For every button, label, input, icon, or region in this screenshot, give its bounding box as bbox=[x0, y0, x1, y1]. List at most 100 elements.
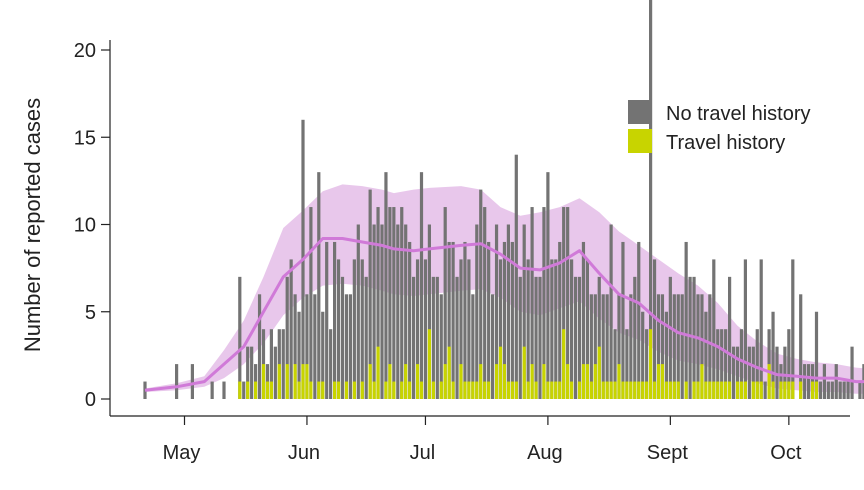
bar-no-travel bbox=[285, 276, 289, 399]
bar-no-travel bbox=[751, 346, 755, 399]
bar-no-travel bbox=[419, 172, 424, 399]
bar-travel bbox=[443, 364, 447, 399]
bar-no-travel bbox=[542, 207, 546, 399]
bar-travel bbox=[783, 381, 787, 399]
bar-travel bbox=[550, 381, 554, 399]
bar-travel bbox=[376, 346, 380, 399]
bar-travel bbox=[498, 346, 503, 399]
bar-travel bbox=[724, 381, 728, 399]
bar-no-travel bbox=[771, 311, 775, 399]
bar-no-travel bbox=[601, 294, 605, 399]
bar-no-travel bbox=[317, 172, 321, 399]
bar-no-travel bbox=[190, 364, 194, 399]
bar-travel bbox=[810, 381, 815, 399]
bar-no-travel bbox=[834, 364, 838, 399]
bar-travel bbox=[712, 381, 716, 399]
bars-layer bbox=[143, 0, 864, 400]
bar-travel bbox=[799, 381, 803, 399]
bar-no-travel bbox=[396, 224, 400, 399]
bar-travel bbox=[708, 381, 712, 399]
bar-no-travel bbox=[336, 259, 341, 399]
bar-no-travel bbox=[368, 189, 372, 399]
moving-average-layer bbox=[144, 237, 864, 392]
bar-no-travel bbox=[392, 207, 396, 399]
bar-no-travel bbox=[522, 224, 526, 399]
bar-travel bbox=[633, 381, 637, 399]
x-tick-label: Aug bbox=[527, 442, 563, 464]
bar-no-travel bbox=[846, 381, 850, 399]
bar-travel bbox=[317, 381, 321, 399]
bar-travel bbox=[404, 364, 408, 399]
bar-no-travel bbox=[175, 364, 179, 399]
bar-travel bbox=[471, 381, 475, 399]
bar-no-travel bbox=[830, 381, 834, 399]
bar-travel bbox=[408, 381, 412, 399]
bar-travel bbox=[400, 381, 404, 399]
bar-no-travel bbox=[348, 294, 352, 399]
bar-no-travel bbox=[400, 207, 404, 399]
x-tick-label: Sept bbox=[647, 442, 689, 464]
bar-no-travel bbox=[514, 154, 518, 399]
bar-travel bbox=[566, 364, 570, 399]
bar-travel bbox=[309, 381, 313, 399]
bar-travel bbox=[388, 364, 392, 399]
bar-travel bbox=[585, 364, 589, 399]
bar-travel bbox=[419, 381, 424, 399]
bar-no-travel bbox=[613, 329, 617, 399]
x-tick-label: May bbox=[163, 442, 201, 464]
bar-travel bbox=[593, 364, 597, 399]
bar-no-travel bbox=[625, 329, 629, 399]
bar-travel bbox=[664, 381, 668, 399]
bar-travel bbox=[447, 346, 451, 399]
bar-no-travel bbox=[313, 294, 317, 399]
bar-no-travel bbox=[491, 294, 495, 399]
bar-travel bbox=[265, 381, 270, 399]
bar-no-travel bbox=[471, 294, 475, 399]
bar-no-travel bbox=[502, 241, 507, 399]
bar-travel bbox=[238, 381, 242, 399]
bar-travel bbox=[645, 381, 649, 399]
bar-travel bbox=[755, 381, 759, 399]
bar-no-travel bbox=[550, 259, 554, 399]
bar-no-travel bbox=[724, 329, 728, 399]
bar-travel bbox=[672, 381, 676, 399]
bar-travel bbox=[392, 381, 396, 399]
bar-travel bbox=[716, 381, 720, 399]
bar-no-travel bbox=[807, 364, 811, 399]
bar-no-travel bbox=[273, 346, 277, 399]
bar-no-travel bbox=[297, 311, 301, 399]
bar-no-travel bbox=[510, 241, 514, 399]
bar-travel bbox=[301, 364, 305, 399]
bar-no-travel bbox=[289, 259, 293, 399]
bar-travel bbox=[779, 381, 783, 399]
bar-no-travel bbox=[739, 329, 744, 399]
bar-travel bbox=[704, 381, 708, 399]
bar-travel bbox=[483, 381, 487, 399]
bar-no-travel bbox=[676, 294, 680, 399]
axes-layer bbox=[109, 40, 850, 417]
bar-no-travel bbox=[680, 294, 684, 399]
bar-no-travel bbox=[581, 241, 586, 399]
bar-no-travel bbox=[826, 381, 830, 399]
bar-travel bbox=[609, 381, 613, 399]
bar-travel bbox=[431, 381, 435, 399]
bar-no-travel bbox=[573, 276, 578, 399]
bar-travel bbox=[534, 381, 538, 399]
bar-travel bbox=[637, 381, 641, 399]
bar-no-travel bbox=[506, 224, 510, 399]
bar-no-travel bbox=[356, 224, 360, 399]
bar-travel bbox=[384, 381, 388, 399]
bar-no-travel bbox=[534, 276, 538, 399]
bar-travel bbox=[625, 381, 629, 399]
bar-no-travel bbox=[609, 224, 613, 399]
y-tick-label: 15 bbox=[74, 127, 96, 149]
bar-no-travel bbox=[530, 207, 534, 399]
bar-travel bbox=[439, 381, 443, 399]
bar-travel bbox=[767, 364, 771, 399]
bar-no-travel bbox=[755, 329, 759, 399]
bar-no-travel bbox=[684, 241, 688, 399]
bar-travel bbox=[514, 381, 518, 399]
bar-travel bbox=[487, 381, 491, 399]
bar-no-travel bbox=[246, 346, 250, 399]
bar-travel bbox=[577, 381, 582, 399]
